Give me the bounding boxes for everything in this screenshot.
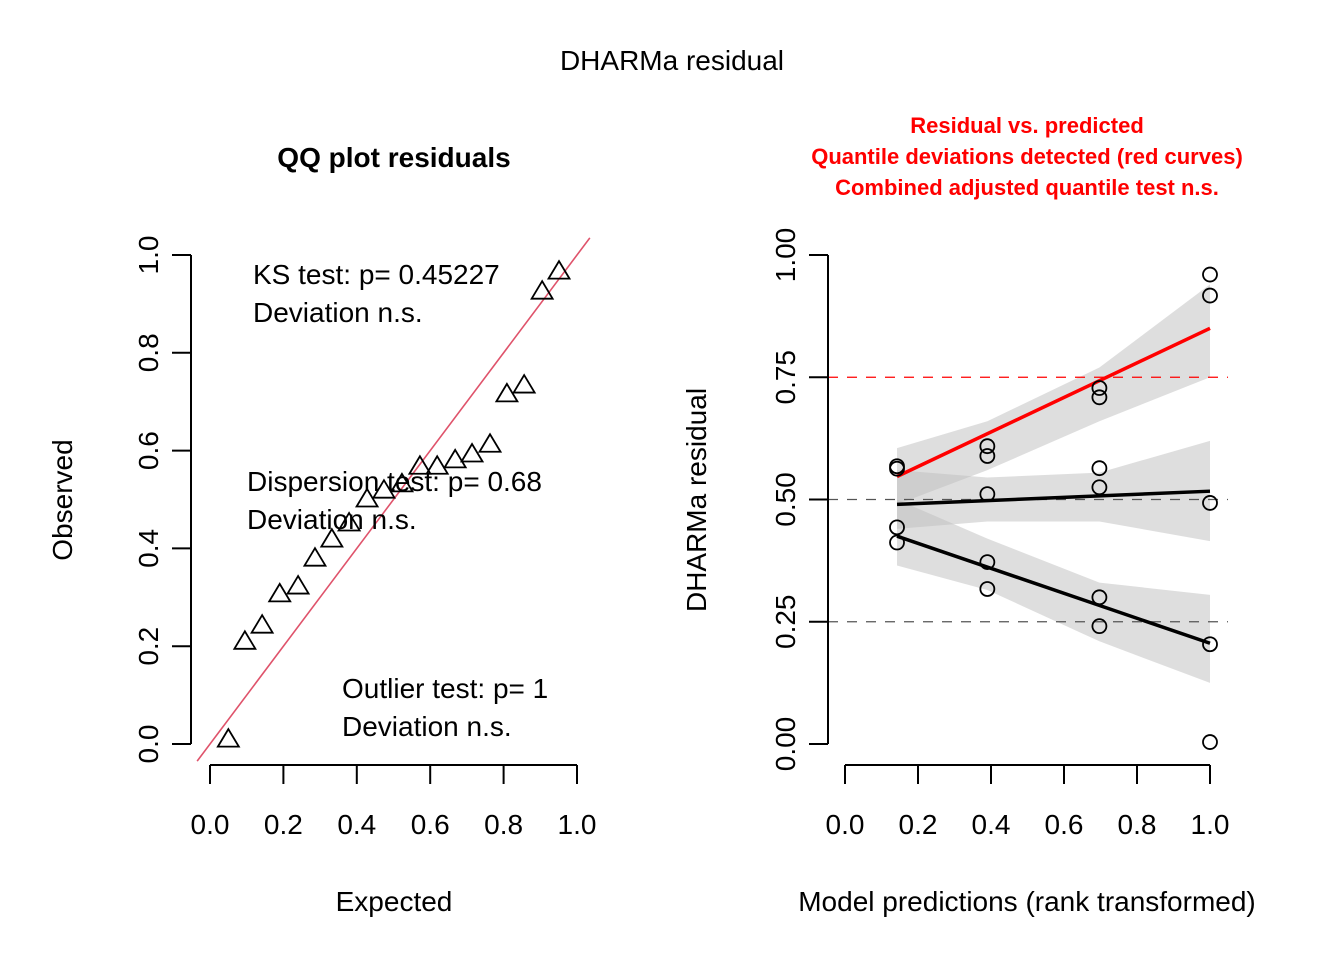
residual-vs-predicted-plot: Residual vs. predicted Quantile deviatio… <box>681 113 1256 917</box>
x-tick-label: 0.0 <box>826 809 865 840</box>
residual-point <box>1091 618 1108 635</box>
qq-plot: QQ plot residuals KS test: p= 0.45227 Dev… <box>47 142 596 917</box>
qq-point <box>389 472 415 493</box>
qq-point <box>302 546 328 567</box>
residual-point <box>1202 495 1218 511</box>
residual-point <box>1202 636 1218 653</box>
residual-point <box>889 460 905 477</box>
y-tick-label: 0.0 <box>133 725 164 764</box>
y-tick-label: 0.00 <box>770 717 801 772</box>
qq-plot-title: QQ plot residuals <box>277 142 510 173</box>
qq-point <box>337 511 362 532</box>
residual-point <box>1091 460 1108 477</box>
residual-point <box>1091 389 1108 406</box>
residual-point <box>1091 479 1108 496</box>
qq-point <box>354 487 380 508</box>
quantile-regression-line <box>896 489 1211 507</box>
qq-point <box>443 448 468 469</box>
qq-point <box>407 454 433 475</box>
qq-point <box>477 432 503 453</box>
plot-title-line-3: Combined adjusted quantile test n.s. <box>835 175 1219 200</box>
y-tick-label: 0.6 <box>133 431 164 470</box>
test-annotation: Deviation n.s. <box>253 297 423 328</box>
x-tick-label: 0.6 <box>1045 809 1084 840</box>
qq-point <box>425 454 450 475</box>
test-annotation: KS test: p= 0.45227 <box>253 259 500 290</box>
plot-title-line-2: Quantile deviations detected (red curves… <box>811 144 1243 169</box>
x-tick-label: 0.0 <box>191 809 230 840</box>
x-tick-label: 1.0 <box>558 809 597 840</box>
y-tick-label: 0.75 <box>770 350 801 405</box>
y-axis-label: DHARMa residual <box>681 388 712 612</box>
residual-point <box>1202 734 1218 750</box>
qq-reference-line <box>196 237 591 762</box>
qq-point <box>216 727 241 748</box>
qq-point <box>319 527 344 548</box>
x-tick-label: 1.0 <box>1191 809 1230 840</box>
qq-point <box>530 279 555 300</box>
residual-point <box>1091 589 1108 606</box>
plot-title-line-1: Residual vs. predicted <box>910 113 1144 138</box>
qq-point <box>546 259 572 280</box>
y-axis-label: Observed <box>47 439 78 560</box>
x-tick-label: 0.2 <box>264 809 303 840</box>
test-annotation: Outlier test: p= 1 <box>342 673 548 704</box>
page-title: DHARMa residual <box>560 45 784 76</box>
x-tick-label: 0.8 <box>1118 809 1157 840</box>
residual-point <box>1091 380 1108 396</box>
residual-point <box>979 554 996 570</box>
residual-point <box>979 448 996 464</box>
test-annotation: Dispersion test: p= 0.68 <box>247 466 542 497</box>
y-tick-label: 0.4 <box>133 529 164 568</box>
qq-point <box>267 582 292 603</box>
quantile-regression-line <box>896 534 1211 645</box>
qq-point <box>285 574 311 595</box>
x-tick-label: 0.6 <box>411 809 450 840</box>
x-tick-label: 0.2 <box>899 809 938 840</box>
residual-point <box>1202 287 1218 304</box>
test-annotation: Deviation n.s. <box>342 711 512 742</box>
y-tick-label: 0.25 <box>770 595 801 650</box>
y-tick-label: 0.2 <box>133 627 164 666</box>
x-tick-label: 0.4 <box>337 809 376 840</box>
qq-point <box>250 613 275 634</box>
residual-point <box>979 486 996 503</box>
y-tick-label: 1.00 <box>770 228 801 283</box>
quantile-regression-line <box>896 326 1211 479</box>
residual-point <box>979 438 996 455</box>
quantile-confidence-band <box>897 440 1210 542</box>
qq-point <box>371 478 397 499</box>
residual-point <box>1202 266 1218 283</box>
x-axis-label: Expected <box>336 886 453 917</box>
x-tick-label: 0.4 <box>972 809 1011 840</box>
y-tick-label: 0.50 <box>770 472 801 527</box>
residual-point <box>889 519 905 536</box>
x-tick-label: 0.8 <box>484 809 523 840</box>
residual-point <box>979 581 996 597</box>
qq-point <box>459 442 485 463</box>
residual-point <box>889 534 905 551</box>
qq-point <box>232 629 257 650</box>
y-tick-label: 0.8 <box>133 333 164 372</box>
test-annotation: Deviation n.s. <box>247 504 417 535</box>
y-tick-label: 1.0 <box>133 236 164 275</box>
qq-point <box>512 373 537 394</box>
x-axis-label: Model predictions (rank transformed) <box>798 886 1256 917</box>
qq-point <box>494 382 519 403</box>
quantile-confidence-band <box>897 284 1210 505</box>
